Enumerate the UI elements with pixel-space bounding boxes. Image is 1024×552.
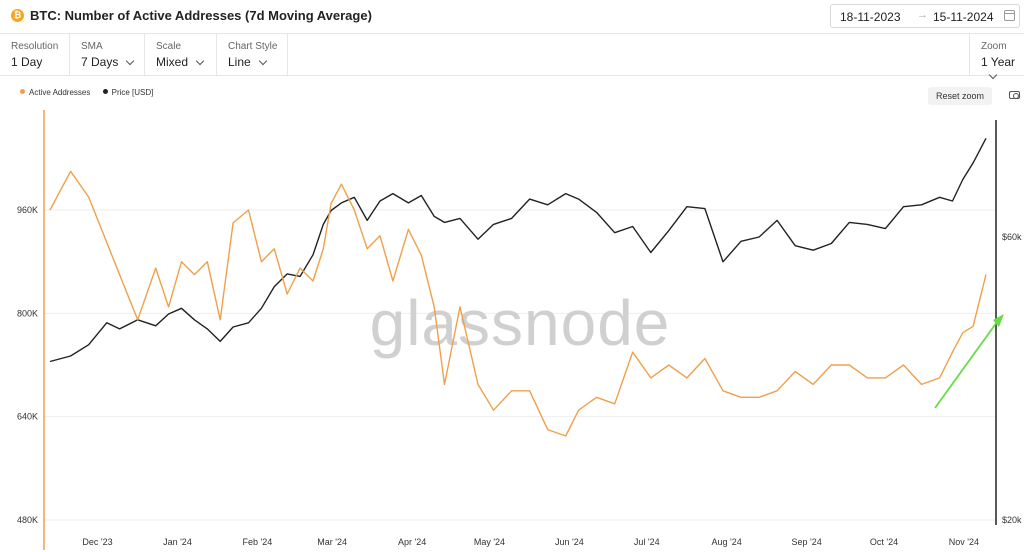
calendar-icon[interactable] [1004,10,1015,21]
camera-icon[interactable] [1009,91,1020,99]
scale-label: Scale [156,41,182,52]
zoom-value[interactable]: 1 Year [981,55,1024,83]
trend-arrow-head [993,314,1004,327]
x-tick-label: Oct '24 [870,537,898,547]
x-tick-label: Dec '23 [82,537,112,547]
x-tick-label: May '24 [474,537,505,547]
reset-zoom-button[interactable]: Reset zoom [928,87,992,105]
y-left-tick-label: 480K [17,515,38,525]
watermark-text: glassnode [370,287,671,359]
chart-style-value-text: Line [228,55,251,69]
zoom-value-text: 1 Year [981,55,1016,69]
x-tick-label: Aug '24 [712,537,742,547]
chart-style-label: Chart Style [228,41,278,52]
sma-value[interactable]: 7 Days [81,55,135,69]
legend-label: Active Addresses [29,88,91,97]
chart-header: ₿ BTC: Number of Active Addresses (7d Mo… [0,0,1024,34]
legend-item-active-addresses[interactable]: Active Addresses [20,88,90,97]
y-left-tick-label: 960K [17,205,38,215]
y-right-tick-label: $60k [1002,232,1022,242]
zoom-select[interactable]: Zoom 1 Year [969,34,1024,80]
sma-select[interactable]: SMA 7 Days [70,34,145,76]
x-tick-label: Jan '24 [163,537,192,547]
resolution-select[interactable]: Resolution 1 Day [0,34,70,76]
scale-value[interactable]: Mixed [156,55,205,69]
active-addresses-series-line [49,170,987,437]
trend-arrow-line [934,321,998,409]
legend-item-price[interactable]: Price [USD] [102,88,154,97]
chart-legend: Active Addresses Price [USD] [20,88,163,97]
legend-label: Price [USD] [111,88,154,97]
x-tick-label: Jun '24 [555,537,584,547]
x-tick-label: Apr '24 [398,537,426,547]
x-tick-label: Nov '24 [949,537,979,547]
page-title: BTC: Number of Active Addresses (7d Movi… [30,8,372,23]
resolution-value[interactable]: 1 Day [11,55,43,69]
arrow-right-icon: → [917,9,928,21]
y-right-tick-label: $20k [1002,515,1022,525]
zoom-label: Zoom [981,41,1007,52]
legend-dot [102,89,108,94]
chart-controls-bar: Resolution 1 Day SMA 7 Days Scale Mixed … [0,34,1024,80]
chart-style-value[interactable]: Line [228,55,267,69]
bitcoin-icon: ₿ [11,9,24,22]
price-series-line [49,137,987,363]
date-to-input[interactable]: 15-11-2024 [933,10,994,24]
x-tick-label: Feb '24 [243,537,273,547]
resolution-label: Resolution [11,41,59,52]
y-left-tick-label: 640K [17,412,38,422]
x-tick-label: Mar '24 [317,537,347,547]
sma-value-text: 7 Days [81,55,119,69]
scale-select[interactable]: Scale Mixed [145,34,217,76]
scale-value-text: Mixed [156,55,189,69]
date-from-input[interactable]: 18-11-2023 [840,10,901,24]
y-left-tick-label: 800K [17,308,38,318]
sma-label: SMA [81,41,103,52]
chart-style-select[interactable]: Chart Style Line [217,34,288,76]
x-tick-label: Jul '24 [634,537,660,547]
legend-dot [20,89,25,94]
date-range-picker[interactable]: 18-11-2023 → 15-11-2024 [830,4,1020,28]
x-tick-label: Sep '24 [791,537,821,547]
